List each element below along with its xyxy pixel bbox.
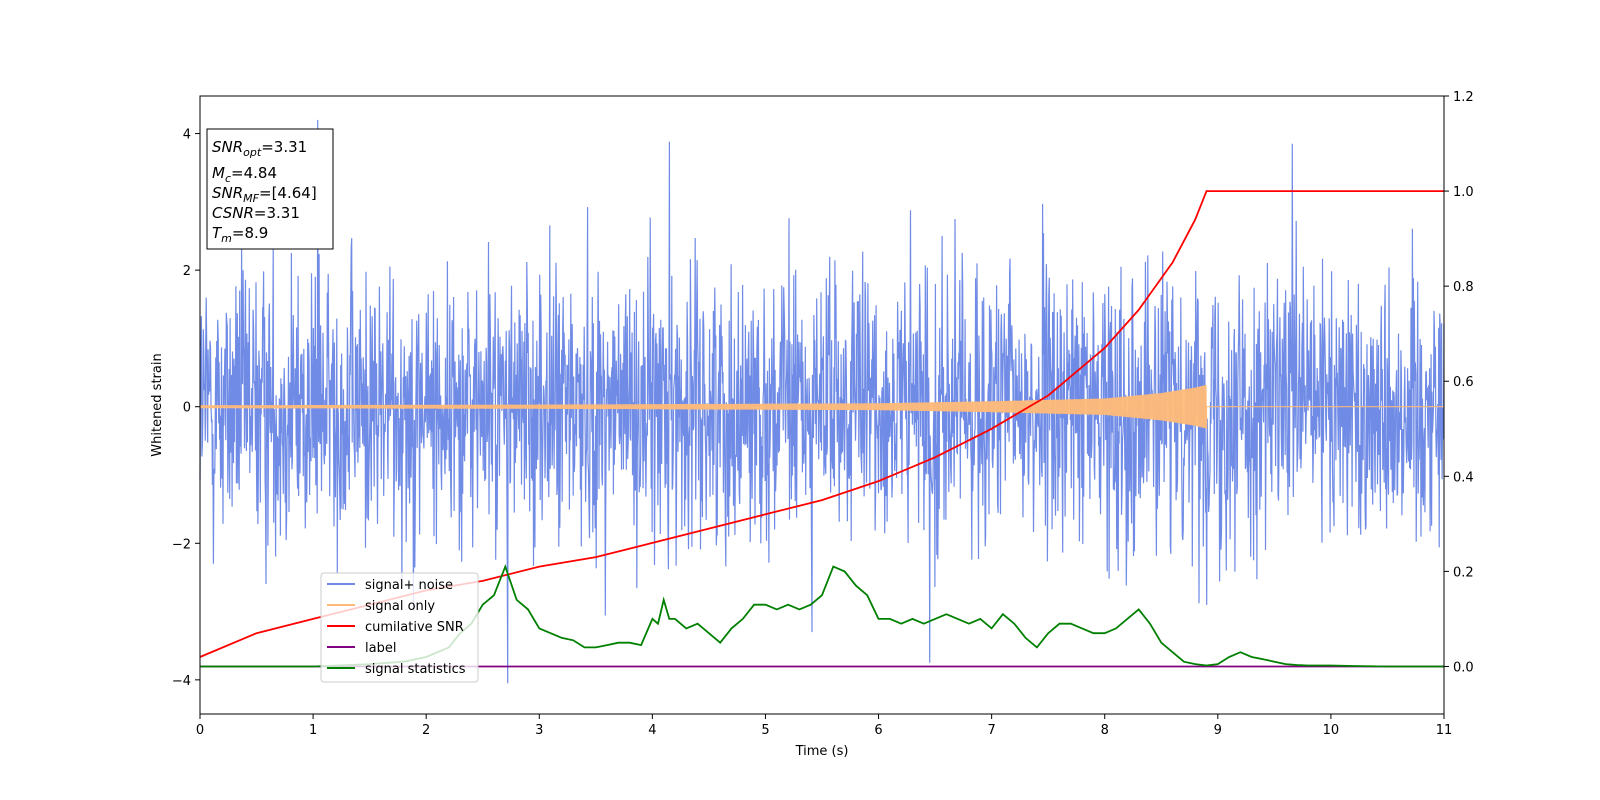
x-tick-label: 9 bbox=[1214, 723, 1222, 738]
annotation-snr-mf: SNRMF=[4.64] bbox=[212, 184, 317, 205]
signal-series-layer bbox=[199, 384, 1444, 429]
legend-item-cumulative-snr: cumilative SNR bbox=[327, 620, 464, 635]
noise-series-layer bbox=[199, 119, 1445, 684]
series-signal-only-line bbox=[199, 384, 1444, 429]
y-left-tick-label: 2 bbox=[183, 264, 191, 279]
x-tick-label: 1 bbox=[309, 723, 317, 738]
y-left-tick-label: 0 bbox=[183, 401, 191, 416]
y-left-tick-label: 4 bbox=[183, 128, 191, 143]
x-tick-label: 11 bbox=[1436, 723, 1453, 738]
y-right-tick-label: 0.8 bbox=[1453, 280, 1474, 295]
y-left-tick-label: −4 bbox=[172, 674, 191, 689]
legend-item-signal-statistics: signal statistics bbox=[327, 662, 466, 677]
x-tick-label: 7 bbox=[987, 723, 995, 738]
y-right-tick-label: 1.2 bbox=[1453, 90, 1474, 105]
legend-item-label: label bbox=[327, 641, 396, 656]
x-tick-label: 3 bbox=[535, 723, 543, 738]
legend-label: cumilative SNR bbox=[365, 620, 464, 635]
annotation-snr-opt: SNRopt=3.31 bbox=[212, 138, 307, 159]
x-tick-label: 0 bbox=[196, 723, 204, 738]
y-right-tick-label: 0.4 bbox=[1453, 470, 1474, 485]
annotation-mc: Mc=4.84 bbox=[212, 164, 277, 185]
y-right-tick-label: 0.6 bbox=[1453, 375, 1474, 390]
annotation-tm: Tm=8.9 bbox=[212, 224, 268, 245]
legend-item-signal-noise: signal+ noise bbox=[327, 578, 453, 593]
y-left-tick-label: −2 bbox=[172, 537, 191, 552]
series-signal-statistics-line bbox=[200, 563, 1444, 668]
y-right-tick-label: 1.0 bbox=[1453, 185, 1474, 200]
y-right-tick-label: 0.0 bbox=[1453, 660, 1474, 675]
ticks-layer: 0 1 2 3 4 5 6 7 8 9 10 11 −4 −2 0 2 4 0.0 0.2 0.4 0.6 0.8 1.0 1… bbox=[172, 90, 1474, 738]
x-tick-label: 10 bbox=[1323, 723, 1340, 738]
legend-label: signal only bbox=[365, 599, 435, 614]
annotation-box: SNRopt=3.31 Mc=4.84 SNRMF=[4.64] CSNR=3.… bbox=[206, 128, 334, 250]
plot-frame bbox=[199, 95, 1445, 715]
legend-frame bbox=[320, 572, 479, 683]
y-right-tick-label: 0.2 bbox=[1453, 565, 1474, 580]
x-tick-label: 6 bbox=[874, 723, 882, 738]
legend-label: signal+ noise bbox=[365, 578, 453, 593]
legend: signal+ noise signal only cumilative SNR… bbox=[320, 572, 479, 683]
series-signal-noise-line bbox=[199, 119, 1445, 684]
legend-label: signal statistics bbox=[365, 662, 466, 677]
y-axis-label: Whitened strain bbox=[150, 353, 165, 456]
x-axis-label: Time (s) bbox=[795, 744, 849, 759]
x-tick-label: 8 bbox=[1101, 723, 1109, 738]
legend-item-signal-only: signal only bbox=[327, 599, 435, 614]
x-tick-label: 4 bbox=[648, 723, 656, 738]
x-tick-label: 5 bbox=[761, 723, 769, 738]
x-tick-label: 2 bbox=[422, 723, 430, 738]
legend-label: label bbox=[365, 641, 396, 656]
annotation-csnr: CSNR=3.31 bbox=[212, 204, 300, 222]
